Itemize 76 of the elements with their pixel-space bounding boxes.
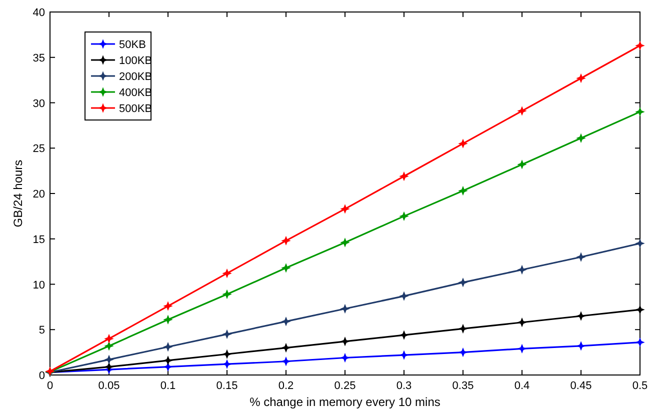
- point: [282, 344, 290, 352]
- point: [459, 140, 467, 148]
- point: [577, 253, 585, 262]
- point: [105, 342, 113, 350]
- legend-label: 50KB: [119, 39, 146, 51]
- point: [223, 330, 231, 338]
- y-tick-label: 15: [32, 234, 45, 246]
- point: [459, 324, 467, 333]
- point: [223, 290, 231, 298]
- point: [223, 360, 231, 368]
- y-tick-label: 0: [38, 370, 45, 382]
- point: [518, 266, 526, 274]
- point: [282, 264, 290, 272]
- point: [459, 348, 467, 356]
- point: [164, 302, 172, 310]
- legend-label: 200KB: [119, 71, 152, 83]
- point: [459, 186, 467, 195]
- point: [105, 334, 113, 343]
- y-axis-title: GB/24 hours: [11, 160, 25, 228]
- point: [341, 238, 349, 247]
- point: [636, 239, 644, 248]
- y-tick-label: 25: [32, 143, 45, 156]
- legend-label: 400KB: [119, 87, 152, 99]
- point: [282, 357, 290, 366]
- point: [518, 318, 526, 326]
- x-tick-label: 0.25: [334, 380, 356, 392]
- point: [518, 106, 526, 115]
- x-tick-label: 0.3: [396, 380, 412, 392]
- legend-label: 100KB: [119, 55, 152, 67]
- x-tick-label: 0.05: [98, 380, 120, 392]
- point: [341, 304, 349, 313]
- point: [636, 306, 644, 314]
- y-tick-label: 20: [32, 188, 45, 200]
- point: [518, 160, 526, 168]
- point: [636, 338, 644, 346]
- point: [400, 172, 408, 180]
- y-tick-label: 30: [32, 98, 45, 110]
- y-tick-label: 5: [38, 324, 45, 337]
- x-tick-label: 0: [46, 380, 54, 392]
- point: [164, 316, 172, 324]
- point: [577, 134, 585, 142]
- point: [400, 292, 408, 300]
- point: [223, 350, 231, 358]
- point: [400, 212, 408, 220]
- y-tick-label: 40: [32, 7, 45, 19]
- x-tick-label: 0.45: [570, 380, 592, 392]
- x-tick-label: 0.1: [160, 380, 176, 392]
- point: [577, 74, 585, 82]
- point: [164, 356, 172, 364]
- point: [105, 356, 113, 364]
- point: [636, 108, 644, 116]
- y-tick-label: 10: [32, 279, 45, 292]
- point: [577, 312, 585, 320]
- x-tick-label: 0.35: [452, 380, 474, 392]
- x-tick-label: 0.2: [278, 380, 294, 392]
- point: [636, 42, 644, 50]
- point: [282, 236, 290, 245]
- point: [577, 342, 585, 350]
- point: [400, 351, 408, 360]
- point: [341, 204, 349, 213]
- legend-label: 500KB: [119, 103, 152, 115]
- point: [518, 344, 526, 353]
- x-axis-title: % change in memory every 10 mins: [250, 395, 440, 409]
- point: [164, 342, 172, 351]
- x-tick-label: 0.15: [216, 380, 238, 392]
- y-tick-label: 35: [32, 52, 45, 64]
- point: [223, 269, 231, 278]
- x-tick-label: 0.5: [632, 380, 648, 392]
- point: [459, 278, 467, 286]
- point: [341, 354, 349, 362]
- point: [282, 317, 290, 326]
- point: [164, 362, 172, 371]
- point: [105, 362, 113, 371]
- point: [341, 337, 349, 346]
- x-tick-label: 0.4: [514, 380, 530, 392]
- point: [400, 331, 408, 340]
